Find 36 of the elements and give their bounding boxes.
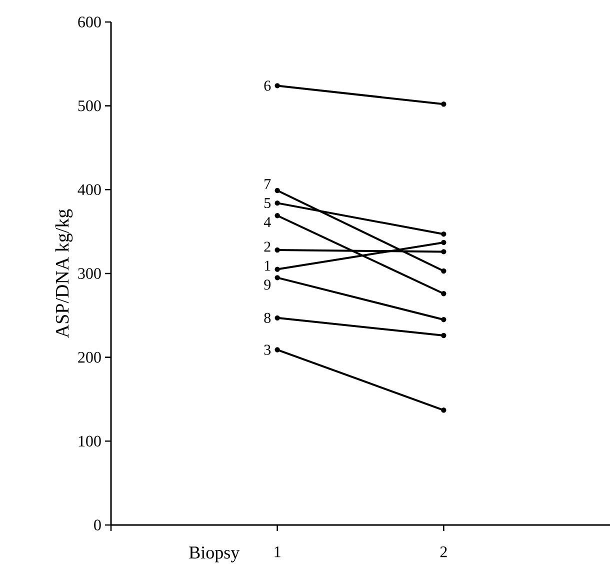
point — [274, 213, 280, 218]
point — [274, 266, 280, 272]
series-label: 2 — [264, 242, 270, 252]
series-label: 3 — [264, 344, 271, 355]
y-tick-label: 500 — [78, 100, 101, 112]
point — [274, 247, 280, 253]
point — [274, 315, 280, 321]
series-label: 1 — [264, 260, 270, 271]
y-tick-label: 200 — [78, 352, 101, 363]
point — [441, 102, 446, 107]
point — [274, 83, 280, 88]
series-label: 8 — [264, 312, 271, 323]
series-label: 7 — [264, 179, 271, 189]
point — [441, 231, 446, 237]
point — [274, 275, 280, 280]
point — [274, 347, 280, 352]
point — [274, 188, 280, 194]
y-axis-title: ASP/DNA kg/kg — [55, 209, 73, 338]
y-tick-label: 600 — [78, 16, 101, 28]
point — [441, 317, 446, 322]
y-tick-label: 100 — [78, 436, 101, 447]
point — [441, 332, 446, 338]
series-label: 4 — [264, 217, 271, 227]
y-tick-label: 300 — [78, 268, 101, 279]
series-label: 5 — [264, 198, 271, 208]
y-tick-label: 0 — [94, 520, 101, 530]
point — [441, 408, 446, 413]
series-label: 6 — [264, 80, 271, 91]
point — [441, 240, 446, 246]
x-axis-title: Biopsy — [189, 546, 240, 562]
point — [274, 200, 280, 206]
series-label: 9 — [264, 280, 271, 290]
point — [441, 268, 446, 274]
y-tick-label: 400 — [78, 184, 101, 196]
point — [441, 291, 446, 296]
point — [441, 249, 446, 254]
